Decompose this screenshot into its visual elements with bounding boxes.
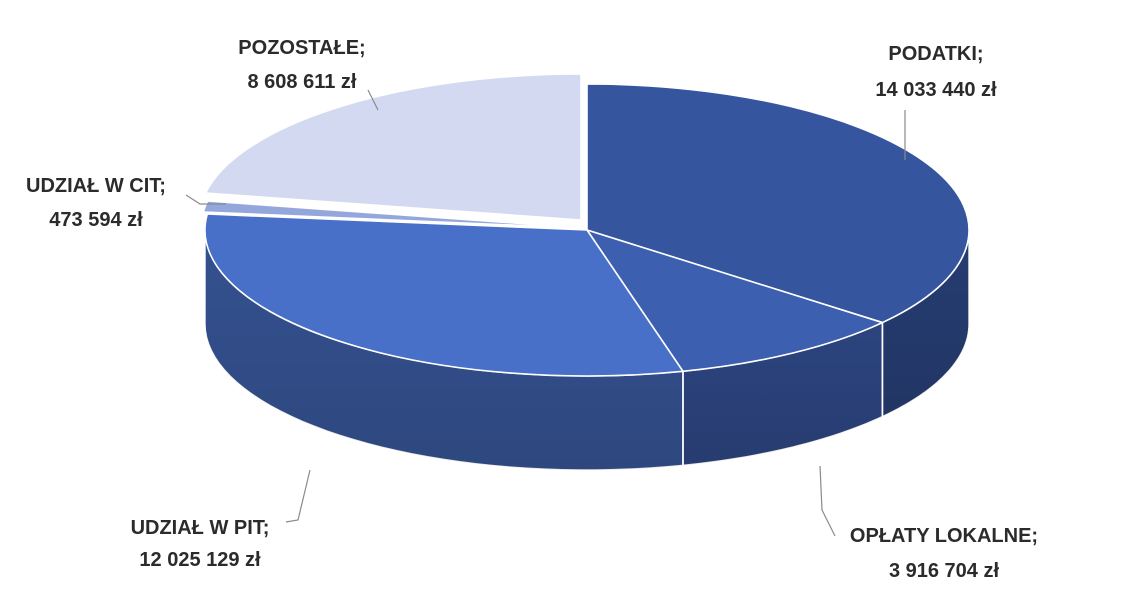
slice-label-name-1: PODATKI; <box>888 43 983 65</box>
slice-label-value-3: 12 025 129 zł <box>139 549 261 571</box>
slice-label-name-5: POZOSTAŁE; <box>238 37 365 59</box>
pie-slice-5 <box>204 73 582 221</box>
slice-label-name-4: UDZIAŁ W CIT; <box>26 175 166 197</box>
leader-lines <box>185 89 906 537</box>
pie-slice-1 <box>586 83 970 324</box>
leader-line-3 <box>285 469 311 523</box>
pie-slice-4 <box>202 200 584 229</box>
pie-slice-2 <box>586 229 884 373</box>
leader-line-5 <box>367 89 379 111</box>
pie-slice-3 <box>204 213 684 377</box>
pie-side-shade <box>205 230 683 470</box>
slice-label-value-5: 8 608 611 zł <box>248 71 357 93</box>
slice-label-name-2: OPŁATY LOKALNE; <box>850 525 1038 547</box>
slice-label-value-4: 473 594 zł <box>49 209 143 231</box>
pie-side-shade <box>682 322 883 466</box>
slice-label-name-3: UDZIAŁ W PIT; <box>131 517 270 539</box>
pie-top-faces <box>202 73 970 377</box>
leader-line-2 <box>819 465 836 537</box>
pie-side-shade <box>882 230 969 417</box>
pie-side-walls <box>204 229 970 471</box>
slice-label-value-1: 14 033 440 zł <box>875 79 997 101</box>
slice-labels: PODATKI; 14 033 440 zł OPŁATY LOKALNE; 3 91… <box>26 37 1038 582</box>
slice-label-value-2: 3 916 704 zł <box>889 560 1000 582</box>
leader-line-4 <box>185 194 226 205</box>
